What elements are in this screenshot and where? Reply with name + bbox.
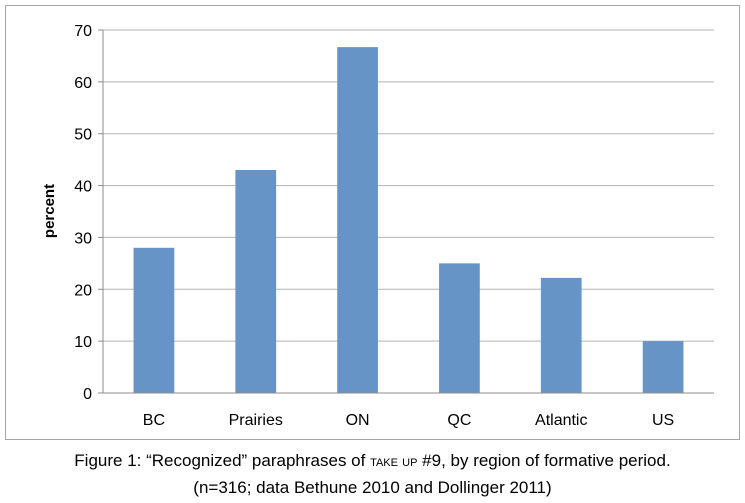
x-tick-label: BC <box>143 412 165 429</box>
x-tick-label: US <box>652 412 674 429</box>
caption-line-2: (n=316; data Bethune 2010 and Dollinger … <box>193 478 552 497</box>
gridlines <box>103 29 714 342</box>
x-tick-labels: BC Prairies ON QC Atlantic US <box>143 412 674 429</box>
x-tick-label: QC <box>447 412 471 429</box>
bar-chart: 0 10 20 30 40 50 60 70 BC Prairies ON QC Atlantic US… <box>41 23 714 429</box>
bar-on <box>337 47 378 394</box>
bar-qc <box>439 263 480 393</box>
axes <box>98 29 714 394</box>
bars <box>133 47 684 394</box>
y-tick-label: 10 <box>74 334 92 351</box>
figure-caption: Figure 1: “Recognized” paraphrases of ta… <box>0 448 745 501</box>
y-tick-label: 50 <box>74 127 92 144</box>
caption-prefix: Figure 1: “Recognized” paraphrases of <box>74 451 371 470</box>
y-tick-label: 70 <box>74 23 92 40</box>
x-tick-label: Prairies <box>229 412 283 429</box>
caption-suffix: #9, by region of formative period. <box>417 451 671 470</box>
y-tick-labels: 0 10 20 30 40 50 60 70 <box>74 23 92 403</box>
x-tick-label: ON <box>346 412 370 429</box>
bar-us <box>642 341 684 393</box>
bar-bc <box>133 247 175 393</box>
y-tick-label: 20 <box>74 282 92 299</box>
bar-prairies <box>235 170 277 393</box>
caption-line-1: Figure 1: “Recognized” paraphrases of ta… <box>0 448 745 475</box>
x-tick-label: Atlantic <box>535 412 587 429</box>
y-axis-title: percent <box>41 184 58 238</box>
y-tick-label: 60 <box>74 75 92 92</box>
bar-atlantic <box>540 277 582 393</box>
caption-smallcaps: take up <box>370 453 418 470</box>
y-tick-label: 40 <box>74 179 92 196</box>
y-tick-label: 30 <box>74 230 92 247</box>
y-tick-label: 0 <box>83 386 92 403</box>
